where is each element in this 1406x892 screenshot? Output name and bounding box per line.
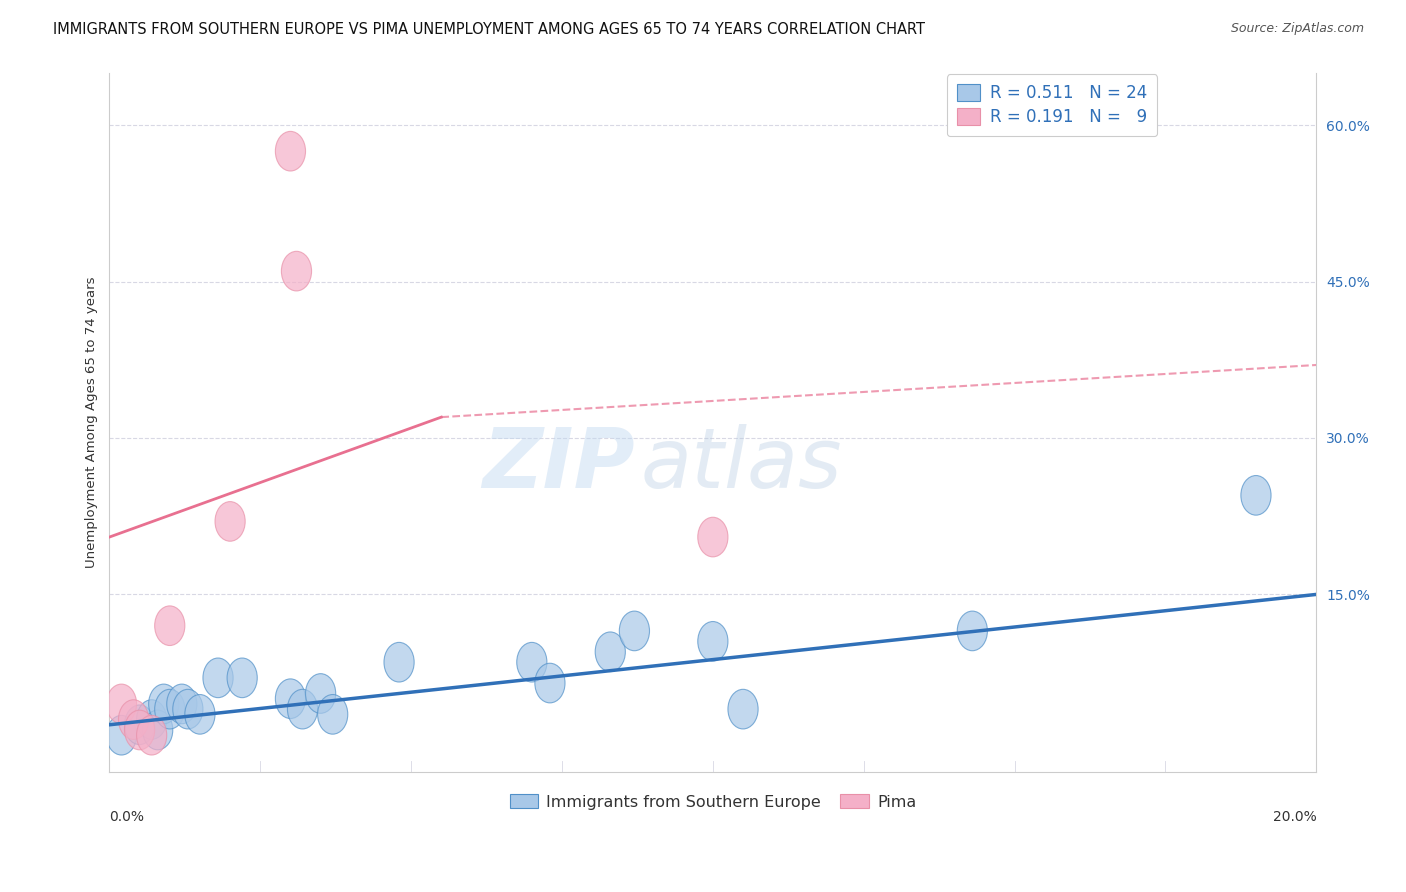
Text: Source: ZipAtlas.com: Source: ZipAtlas.com xyxy=(1230,22,1364,36)
Ellipse shape xyxy=(697,517,728,557)
Ellipse shape xyxy=(228,658,257,698)
Ellipse shape xyxy=(184,695,215,734)
Legend: Immigrants from Southern Europe, Pima: Immigrants from Southern Europe, Pima xyxy=(503,788,922,816)
Ellipse shape xyxy=(107,684,136,723)
Ellipse shape xyxy=(155,606,184,646)
Ellipse shape xyxy=(534,664,565,703)
Ellipse shape xyxy=(149,684,179,723)
Ellipse shape xyxy=(384,642,415,682)
Ellipse shape xyxy=(276,679,305,719)
Ellipse shape xyxy=(318,695,347,734)
Ellipse shape xyxy=(595,632,626,672)
Ellipse shape xyxy=(173,690,202,729)
Ellipse shape xyxy=(619,611,650,651)
Ellipse shape xyxy=(202,658,233,698)
Ellipse shape xyxy=(125,710,155,750)
Ellipse shape xyxy=(142,710,173,750)
Text: atlas: atlas xyxy=(641,424,842,505)
Text: ZIP: ZIP xyxy=(482,424,634,505)
Ellipse shape xyxy=(728,690,758,729)
Ellipse shape xyxy=(155,690,184,729)
Ellipse shape xyxy=(167,684,197,723)
Ellipse shape xyxy=(107,715,136,755)
Ellipse shape xyxy=(136,715,167,755)
Ellipse shape xyxy=(281,252,312,291)
Text: 0.0%: 0.0% xyxy=(110,810,145,824)
Y-axis label: Unemployment Among Ages 65 to 74 years: Unemployment Among Ages 65 to 74 years xyxy=(86,277,98,568)
Ellipse shape xyxy=(287,690,318,729)
Ellipse shape xyxy=(697,622,728,661)
Text: 20.0%: 20.0% xyxy=(1272,810,1316,824)
Ellipse shape xyxy=(305,673,336,714)
Ellipse shape xyxy=(276,131,305,171)
Ellipse shape xyxy=(517,642,547,682)
Ellipse shape xyxy=(125,705,155,745)
Ellipse shape xyxy=(136,699,167,739)
Ellipse shape xyxy=(215,501,245,541)
Ellipse shape xyxy=(957,611,987,651)
Ellipse shape xyxy=(118,699,149,739)
Text: IMMIGRANTS FROM SOUTHERN EUROPE VS PIMA UNEMPLOYMENT AMONG AGES 65 TO 74 YEARS C: IMMIGRANTS FROM SOUTHERN EUROPE VS PIMA … xyxy=(53,22,925,37)
Ellipse shape xyxy=(1241,475,1271,516)
